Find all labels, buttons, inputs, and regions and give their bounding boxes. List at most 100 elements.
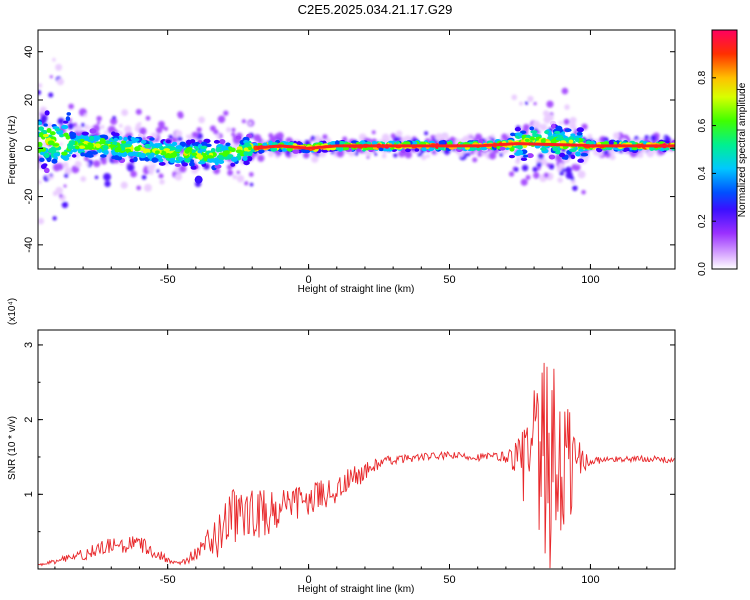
spectrogram-cell [548, 163, 555, 170]
spectrogram-cell [99, 154, 107, 158]
spectrogram-cell [336, 149, 345, 158]
spectrogram-cell [474, 133, 483, 141]
spectrogram-cell [580, 152, 589, 157]
spectrogram-cell [61, 151, 68, 156]
spectrogram-cell [564, 104, 570, 110]
spectrogram-cell [518, 150, 524, 155]
spectrogram-cell [230, 156, 238, 162]
spectrogram-cell [94, 175, 99, 180]
spectrogram-cell [38, 141, 43, 148]
spectrogram-cell [578, 148, 584, 152]
spectrogram-cell [424, 131, 429, 136]
spectrogram-cell [43, 123, 48, 127]
x-tick-label: 50 [443, 274, 455, 286]
spectrogram-cell [68, 133, 77, 139]
spectrogram-cell [223, 150, 230, 156]
spectrogram-cell [115, 146, 122, 153]
spectrogram-cell [532, 166, 538, 173]
spectrogram-cell [64, 173, 69, 178]
spectrogram-cell [189, 139, 196, 144]
spectrogram-cell [637, 152, 644, 158]
spectrogram-cell [177, 112, 184, 119]
spectrogram-cell [80, 152, 86, 157]
spectrogram-cell [405, 148, 411, 153]
spectrogram-cell [136, 185, 142, 191]
snr-y-label: SNR (10 * v/v) [7, 416, 18, 480]
spectrogram-cell [148, 169, 154, 175]
spectrogram-cell [438, 140, 446, 146]
spectrogram-cell [39, 157, 45, 163]
x-tick-label: 0 [306, 274, 312, 286]
spectrogram-cell [88, 135, 95, 141]
spectrogram-cell [390, 133, 396, 139]
spectrogram-cell [546, 100, 554, 108]
colorbar-tick-label: 0.8 [697, 70, 708, 84]
spectrogram-cell [47, 140, 55, 146]
spectrogram-cell [72, 148, 78, 153]
spectrogram-cell [511, 94, 518, 101]
spectrogram-cell [141, 174, 147, 180]
spectrogram-cell [207, 157, 215, 163]
colorbar: 0.0 0.2 0.4 0.6 0.8 Normalized spectral ampl… [697, 29, 748, 276]
spectrogram-cell [179, 141, 187, 147]
spectrogram-cell [156, 169, 160, 173]
spectrogram-cell [55, 63, 63, 71]
spectrogram-cell [236, 175, 245, 183]
spectrogram-cell [101, 158, 107, 165]
spectrogram-cell [241, 119, 246, 124]
spectrogram-cell [130, 170, 137, 178]
spectrogram-cell [527, 95, 534, 103]
spectrogram-cell [52, 216, 57, 221]
colorbar-label: Normalized spectral amplitude [737, 82, 748, 217]
spectrogram-cell [488, 151, 497, 160]
spectrogram-cell [140, 139, 147, 144]
spectrogram-cell [214, 164, 222, 169]
spectrogram-cell [137, 133, 144, 138]
spectrogram-cell [608, 139, 614, 146]
spectrogram-cell [565, 171, 573, 179]
spectrogram-cell [44, 110, 50, 116]
spectrogram-cell [61, 201, 69, 209]
spectrogram-cell [337, 141, 345, 145]
spectrogram-cell [59, 142, 63, 146]
spectrogram-cell [395, 130, 403, 137]
spectrogram-cell [103, 130, 108, 135]
spectrogram-cell [521, 164, 529, 172]
spectrogram-cell [514, 145, 522, 149]
spectrogram-cell [163, 126, 169, 131]
spectrogram-cell [441, 133, 449, 141]
spectrogram-cell [225, 142, 231, 147]
spectrogram-cell [501, 133, 508, 141]
spectrogram-cell [303, 149, 311, 154]
spectrogram-cell [570, 176, 575, 181]
spectrogram-cell [378, 147, 384, 152]
spectrogram-cell [118, 123, 123, 128]
spectrogram-cell [646, 149, 655, 158]
spectrogram-cell [213, 139, 220, 144]
spectrogram-cell [371, 141, 377, 146]
spectrogram-cell [177, 136, 183, 142]
spectrogram-cell [650, 134, 658, 142]
spectrogram-cell [108, 144, 116, 148]
spectrogram-cell [112, 141, 118, 146]
spectrogram-axes: -50 0 50 100 -40 -20 0 20 40 [23, 30, 676, 286]
spectrogram-cell [381, 133, 390, 142]
spectrogram-cell [191, 131, 199, 139]
spectrogram-cell [63, 120, 69, 124]
spectrogram-cell [38, 89, 42, 96]
spectrogram-cell [426, 153, 431, 158]
spectrogram-cell [558, 162, 565, 169]
spectrogram-cell [62, 154, 67, 160]
spectrogram-cell [235, 149, 243, 154]
spectrogram-cell [510, 132, 516, 137]
spectrogram-cell [570, 154, 576, 160]
y-tick-label: 40 [23, 46, 35, 58]
spectrogram-cell [537, 166, 541, 171]
spectrogram-cell [569, 116, 577, 124]
spectrogram-heatmap [38, 57, 675, 225]
y-tick-label: 20 [23, 94, 35, 106]
spectrogram-cell [276, 132, 284, 140]
spectrogram-cell [565, 166, 572, 174]
spectrogram-cell [552, 146, 559, 152]
spectrogram-cell [576, 127, 584, 133]
